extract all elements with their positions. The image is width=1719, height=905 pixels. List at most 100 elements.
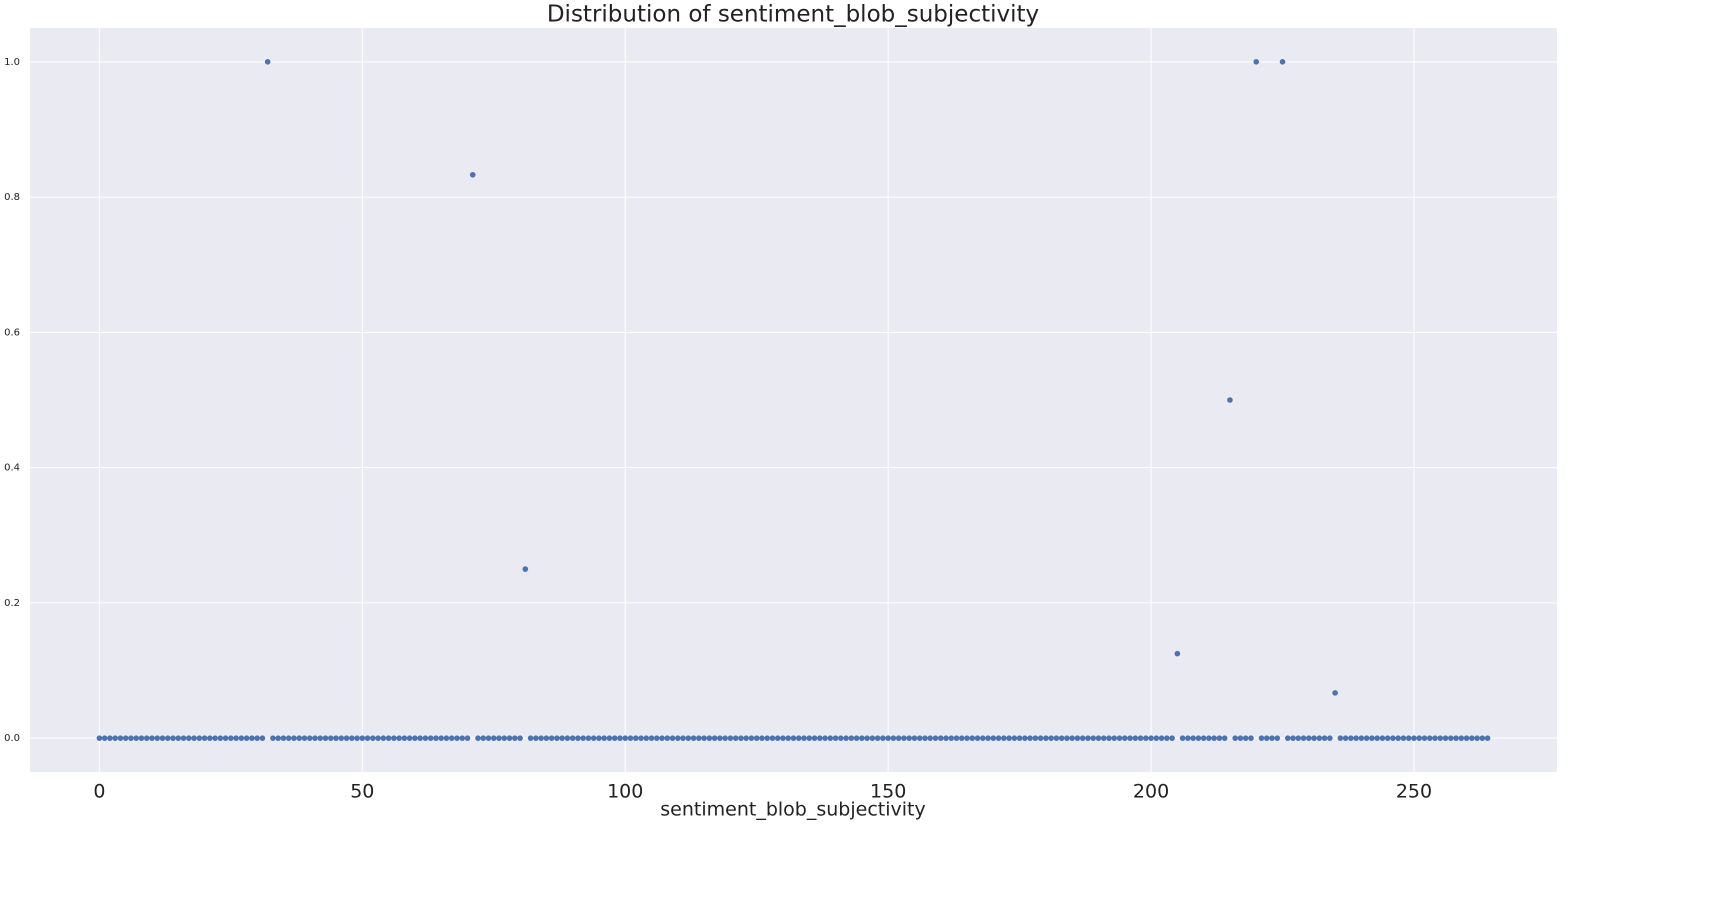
- point: [117, 735, 124, 741]
- point: [1058, 735, 1065, 741]
- point: [354, 735, 360, 741]
- point: [795, 735, 802, 741]
- point: [1458, 735, 1465, 741]
- point: [1405, 735, 1412, 741]
- point: [1179, 735, 1186, 741]
- point: [1148, 735, 1154, 741]
- point: [1242, 735, 1249, 741]
- point: [548, 735, 555, 741]
- point: [843, 735, 849, 741]
- point: [196, 735, 203, 741]
- y-tick-label: 0.0: [4, 733, 20, 744]
- point: [732, 735, 739, 741]
- point: [1037, 735, 1044, 741]
- point: [927, 735, 934, 741]
- point: [764, 735, 771, 741]
- point: [643, 735, 650, 741]
- point: [1237, 735, 1244, 741]
- point: [306, 735, 313, 741]
- point: [427, 735, 434, 741]
- point: [632, 735, 639, 741]
- chart-title: Distribution of sentiment_blob_subjectiv…: [547, 2, 1039, 28]
- point: [1332, 690, 1338, 696]
- point: [964, 735, 970, 741]
- point: [101, 735, 108, 741]
- y-tick-label: 0.8: [4, 192, 20, 203]
- point: [1437, 735, 1444, 741]
- point: [317, 735, 324, 741]
- point: [1216, 735, 1223, 741]
- point: [585, 735, 592, 741]
- point: [433, 735, 439, 741]
- point: [780, 735, 786, 741]
- point: [1022, 735, 1028, 741]
- point: [617, 735, 623, 741]
- point: [1416, 735, 1423, 741]
- point: [1106, 735, 1112, 741]
- point: [590, 735, 597, 741]
- point: [622, 735, 629, 741]
- point: [254, 735, 260, 741]
- point: [443, 735, 450, 741]
- point: [512, 735, 518, 741]
- point: [1032, 735, 1039, 741]
- point: [880, 735, 886, 741]
- point: [527, 735, 534, 741]
- point: [359, 735, 366, 741]
- point: [212, 735, 218, 741]
- point: [1400, 735, 1407, 741]
- point: [937, 735, 944, 741]
- point: [159, 735, 166, 741]
- point: [1111, 735, 1118, 741]
- point: [1358, 735, 1365, 741]
- point: [1127, 735, 1133, 741]
- point: [296, 735, 303, 741]
- point: [370, 735, 376, 741]
- point: [1153, 735, 1160, 741]
- point: [412, 735, 418, 741]
- point: [1085, 735, 1091, 741]
- point: [207, 735, 213, 741]
- point: [801, 735, 807, 741]
- point: [869, 735, 876, 741]
- point: [874, 735, 881, 741]
- point: [785, 735, 792, 741]
- point: [1274, 735, 1281, 741]
- point: [1174, 650, 1181, 657]
- point: [1447, 735, 1454, 741]
- x-tick-label: 100: [607, 781, 643, 803]
- point: [827, 735, 834, 741]
- point: [1116, 735, 1123, 741]
- point: [1342, 735, 1349, 741]
- point: [1316, 735, 1323, 741]
- point: [1090, 735, 1097, 741]
- x-tick-label: 250: [1396, 781, 1432, 803]
- point: [979, 735, 986, 741]
- point: [1211, 735, 1217, 741]
- point: [122, 735, 129, 741]
- point: [932, 735, 939, 741]
- point: [1248, 735, 1254, 741]
- point: [916, 735, 923, 741]
- point: [1484, 735, 1491, 741]
- point: [1374, 735, 1380, 741]
- point: [969, 735, 976, 741]
- point: [490, 735, 497, 741]
- point: [759, 735, 765, 741]
- point: [522, 566, 529, 572]
- point: [638, 735, 644, 741]
- point: [270, 735, 276, 741]
- point: [1353, 735, 1359, 741]
- point: [1206, 735, 1212, 741]
- point: [948, 735, 955, 741]
- point: [659, 735, 665, 741]
- point: [1253, 59, 1260, 65]
- point: [391, 735, 397, 741]
- point: [717, 735, 723, 741]
- point: [96, 735, 103, 741]
- point: [517, 735, 523, 741]
- point: [259, 735, 266, 741]
- point: [1321, 735, 1328, 741]
- point: [1479, 735, 1486, 741]
- point: [233, 735, 239, 741]
